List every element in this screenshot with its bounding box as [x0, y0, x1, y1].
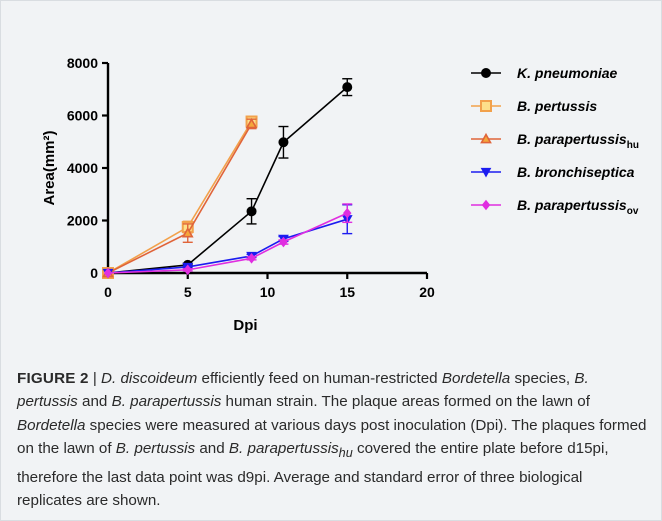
caption-text: species,: [510, 370, 575, 387]
legend-label: B. parapertussishu: [517, 131, 639, 151]
figure-caption: FIGURE 2 | D. discoideum efficiently fee…: [17, 367, 649, 512]
caption-text: and: [77, 393, 112, 411]
series-line: [107, 86, 348, 274]
y-tick-label: 6000: [67, 108, 98, 124]
data-point: [181, 226, 194, 238]
legend-label-subscript: hu: [627, 140, 639, 151]
x-tick-label: 20: [419, 284, 435, 300]
y-tick-label: 2000: [67, 213, 98, 229]
figure-label: FIGURE 2: [17, 370, 89, 387]
caption-text: and: [195, 440, 229, 458]
legend-label: B. parapertussisov: [517, 197, 639, 217]
x-tick-label: 0: [104, 284, 112, 300]
series-group: [102, 117, 258, 278]
chart-legend: K. pneumoniae B. pertussis B. parapertussi…: [471, 65, 639, 217]
chart-axes: 0 5 10 15 20 0 2000 4000 6000 8000 Dpi Area(mm²): [41, 55, 435, 334]
legend-label: B. bronchiseptica: [517, 164, 635, 180]
caption-text: B. pertussis: [17, 370, 589, 411]
caption-text: B. parapertussis: [111, 393, 222, 411]
data-point: [245, 117, 258, 129]
caption-separator: |: [88, 370, 102, 387]
x-tick-label: 10: [260, 284, 276, 300]
data-point: [246, 206, 257, 217]
series-line: [107, 212, 348, 274]
data-point: [278, 137, 289, 148]
series-line: [107, 123, 253, 274]
caption-text: B. pertussis: [115, 440, 196, 458]
x-tick-label: 5: [184, 284, 192, 300]
caption-text: species were measured at various days po…: [17, 416, 647, 458]
series-group: [103, 203, 353, 279]
data-point: [481, 199, 491, 211]
series-group: [102, 204, 353, 279]
legend-label: K. pneumoniae: [517, 65, 618, 81]
y-tick-label: 4000: [67, 160, 98, 176]
x-tick-label: 15: [339, 284, 355, 300]
caption-text: efficiently feed on human-restricted: [197, 370, 442, 387]
data-point: [480, 132, 492, 144]
x-axis-label: Dpi: [233, 317, 257, 334]
series-group: [102, 115, 258, 279]
caption-text: B. parapertussis: [228, 440, 339, 458]
data-point: [103, 267, 113, 279]
caption-text: human strain. The plaque areas formed on…: [221, 393, 590, 411]
legend-label-subscript: ov: [627, 206, 639, 217]
caption-subscript: hu: [338, 446, 353, 461]
y-axis-label: Area(mm²): [41, 130, 58, 205]
legend-item: B. pertussis: [471, 98, 597, 114]
legend-item: B. parapertussisov: [471, 197, 639, 217]
data-point: [183, 264, 192, 276]
y-tick-label: 8000: [67, 55, 98, 71]
series-line: [107, 121, 253, 274]
legend-item: K. pneumoniae: [471, 65, 618, 81]
caption-text: Bordetella: [441, 370, 511, 387]
legend-label: B. pertussis: [517, 98, 597, 114]
line-chart: 0 5 10 15 20 0 2000 4000 6000 8000 Dpi Area(mm²) K.…: [41, 55, 639, 334]
caption-text: covered the entire plate before d15pi, t…: [17, 440, 609, 510]
series-group: [103, 78, 353, 278]
data-point: [480, 167, 492, 178]
chart-series: [102, 78, 353, 279]
series-line: [107, 218, 348, 274]
legend-item: B. parapertussishu: [471, 131, 639, 151]
data-point: [342, 82, 353, 93]
legend-item: B. bronchiseptica: [471, 164, 635, 180]
caption-text: D. discoideum: [101, 370, 198, 387]
data-point: [480, 100, 492, 112]
caption-text: Bordetella: [17, 416, 86, 434]
y-tick-label: 0: [90, 265, 98, 281]
data-point: [279, 236, 288, 248]
data-point: [481, 68, 491, 78]
data-point: [247, 252, 256, 264]
data-point: [343, 207, 352, 219]
